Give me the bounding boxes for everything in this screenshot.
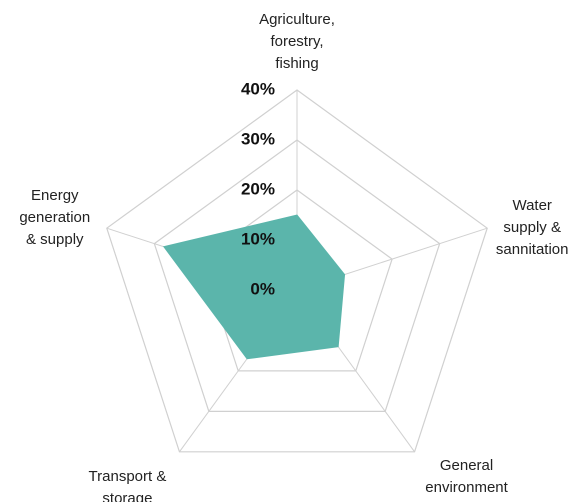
tick-label: 40% — [241, 79, 275, 98]
tick-label: 20% — [241, 179, 275, 198]
grid-ring — [106, 89, 488, 453]
category-label: Energy generation & supply — [19, 187, 91, 249]
category-label: General environment al protection — [425, 456, 508, 502]
tick-label: 0% — [250, 279, 275, 298]
category-label: Agriculture, forestry, fishing — [259, 11, 335, 72]
data-area — [162, 214, 346, 360]
grid-ring — [153, 139, 441, 412]
category-label: Water supply & sannitation — [495, 197, 569, 259]
tick-label: 10% — [241, 229, 275, 248]
category-label: Transport & storage — [88, 467, 167, 502]
tick-label: 30% — [241, 129, 275, 148]
